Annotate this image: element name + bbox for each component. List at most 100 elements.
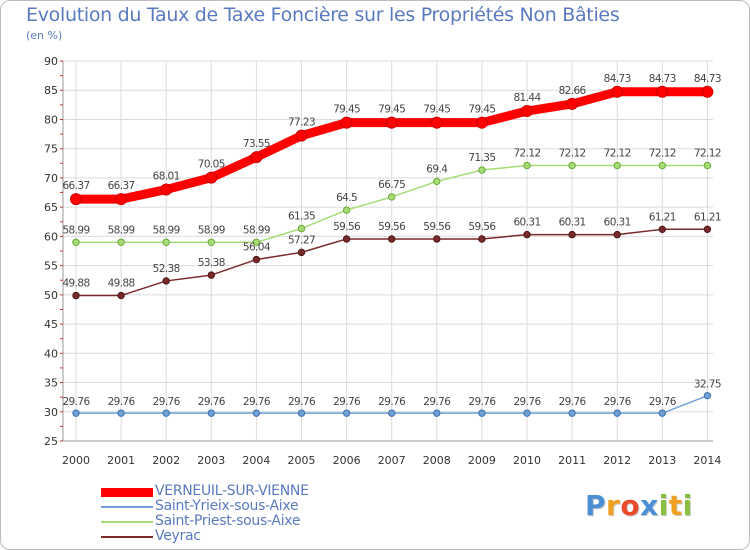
y-tick-label: 50	[44, 289, 58, 302]
data-label: 59.56	[333, 221, 361, 233]
data-label: 72.12	[694, 148, 721, 160]
data-label: 61.35	[288, 210, 315, 222]
data-point	[656, 85, 669, 98]
data-label: 58.99	[153, 224, 180, 236]
data-label: 61.21	[649, 211, 676, 223]
data-label: 49.88	[62, 278, 89, 290]
data-label: 29.76	[468, 396, 496, 408]
data-label: 79.45	[333, 104, 360, 116]
data-point	[115, 193, 128, 206]
data-label: 32.75	[694, 379, 721, 391]
data-label: 58.99	[108, 224, 135, 236]
data-point	[388, 235, 396, 243]
data-point	[613, 230, 621, 239]
data-label: 29.76	[378, 396, 406, 408]
data-label: 59.56	[468, 221, 496, 233]
logo-letter: o	[620, 489, 641, 522]
data-point	[613, 409, 621, 417]
data-label: 84.73	[649, 73, 676, 85]
data-label: 69.4	[426, 163, 448, 175]
data-point	[568, 161, 576, 170]
y-tick-label: 40	[44, 347, 58, 360]
data-point	[252, 238, 261, 246]
data-label: 81.44	[513, 92, 541, 104]
y-tick-label: 90	[44, 55, 58, 68]
data-point	[568, 409, 576, 417]
chart-title: Evolution du Taux de Taxe Foncière sur l…	[26, 4, 620, 26]
data-label: 72.12	[604, 148, 631, 160]
x-tick-label: 2013	[648, 454, 676, 467]
data-point	[658, 225, 666, 234]
y-tick-label: 45	[44, 318, 58, 331]
data-label: 57.27	[288, 234, 315, 246]
data-label: 58.99	[62, 224, 89, 236]
data-label: 58.99	[243, 224, 270, 236]
data-label: 66.37	[62, 180, 89, 192]
data-label: 84.73	[694, 73, 721, 85]
x-tick-label: 2000	[62, 454, 90, 467]
data-point	[162, 409, 170, 417]
x-tick-label: 2011	[558, 454, 586, 467]
data-point	[160, 183, 173, 196]
data-label: 82.66	[559, 85, 587, 97]
data-label: 64.5	[336, 192, 357, 204]
data-label: 29.76	[333, 396, 361, 408]
data-label: 72.12	[559, 148, 586, 160]
data-point	[703, 225, 712, 234]
data-label: 29.76	[243, 396, 271, 408]
data-label: 29.76	[559, 396, 587, 408]
data-point	[475, 116, 488, 129]
data-point	[478, 235, 486, 243]
data-label: 52.38	[153, 263, 180, 275]
data-label: 60.31	[513, 217, 540, 229]
data-point	[385, 116, 398, 129]
data-point	[117, 291, 125, 300]
data-point	[207, 238, 216, 246]
y-tick-label: 35	[44, 377, 58, 390]
data-point	[342, 409, 351, 417]
data-point	[703, 161, 712, 170]
data-point	[523, 409, 531, 417]
data-point	[478, 409, 486, 417]
legend-label: VERNEUIL-SUR-VIENNE	[155, 483, 309, 499]
data-point	[521, 105, 533, 118]
x-tick-label: 2005	[288, 454, 316, 467]
data-label: 60.31	[559, 217, 586, 229]
data-point	[433, 235, 441, 243]
data-point	[205, 171, 218, 184]
data-point	[342, 206, 351, 214]
data-point	[250, 151, 263, 164]
data-label: 56.04	[243, 242, 271, 254]
legend-label: Veyrac	[155, 528, 201, 544]
x-tick-label: 2007	[378, 454, 406, 467]
x-tick-label: 2003	[197, 454, 225, 467]
data-point	[207, 271, 216, 279]
data-label: 29.76	[108, 396, 136, 408]
data-point	[70, 193, 82, 206]
data-point	[162, 277, 170, 285]
data-point	[72, 238, 80, 246]
data-label: 68.01	[153, 171, 180, 183]
data-point	[72, 409, 80, 417]
logo-letter: x	[640, 489, 659, 522]
y-tick-label: 25	[44, 435, 58, 448]
y-tick-label: 80	[44, 113, 58, 126]
data-label: 72.12	[513, 148, 540, 160]
y-tick-label: 30	[44, 406, 58, 419]
legend-swatch	[101, 521, 153, 523]
data-point	[117, 238, 125, 246]
x-tick-label: 2004	[242, 454, 270, 467]
data-point	[388, 193, 396, 201]
data-label: 29.76	[62, 396, 90, 408]
x-tick-label: 2002	[152, 454, 180, 467]
y-tick-label: 55	[44, 260, 58, 273]
data-point	[388, 409, 396, 417]
y-tick-label: 65	[44, 201, 58, 214]
data-point	[658, 161, 666, 170]
data-label: 59.56	[378, 221, 406, 233]
y-tick-label: 85	[44, 84, 58, 97]
data-point	[433, 177, 441, 186]
data-point	[568, 230, 576, 239]
